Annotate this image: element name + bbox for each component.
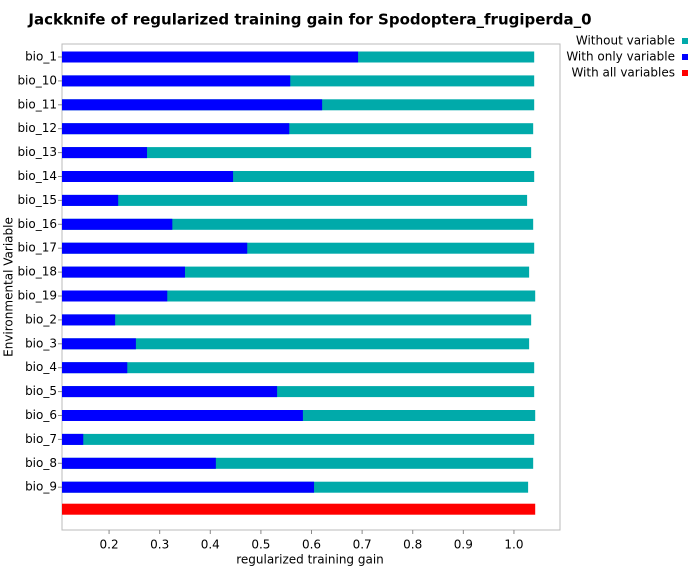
bar xyxy=(62,218,534,230)
bar xyxy=(62,386,278,398)
y-tick-label: bio_1 xyxy=(25,50,57,64)
legend-label: With only variable xyxy=(566,50,675,64)
legend-swatch xyxy=(682,38,688,44)
plot-frame xyxy=(61,43,561,531)
bar xyxy=(62,290,168,302)
y-tick-label: bio_6 xyxy=(25,408,57,422)
bar xyxy=(62,242,248,254)
x-tick-label: 1.0 xyxy=(504,538,523,552)
legend-swatch xyxy=(682,70,688,76)
bar xyxy=(62,171,234,182)
bar xyxy=(62,194,528,206)
bar xyxy=(62,503,536,515)
x-tick-label: 0.8 xyxy=(403,538,422,552)
y-tick-label: bio_16 xyxy=(17,217,57,231)
legend-swatch xyxy=(682,54,688,60)
bar xyxy=(62,362,128,374)
bar xyxy=(62,194,119,206)
bar xyxy=(62,147,148,159)
y-tick-label: bio_17 xyxy=(17,241,57,255)
y-tick-label: bio_5 xyxy=(25,384,57,398)
bar xyxy=(62,457,216,469)
y-axis-label: Environmental Variable xyxy=(2,217,16,357)
y-tick-label: bio_14 xyxy=(17,169,57,183)
x-tick-label: 0.7 xyxy=(353,538,372,552)
bar xyxy=(62,218,173,230)
y-tick-label: bio_18 xyxy=(17,265,57,279)
y-tick-label: bio_7 xyxy=(25,432,57,446)
x-tick-label: 0.2 xyxy=(100,538,119,552)
y-tick-label: bio_4 xyxy=(25,360,57,374)
y-tick-label: bio_11 xyxy=(17,97,57,111)
bar xyxy=(62,266,530,278)
x-tick-label: 0.5 xyxy=(251,538,270,552)
y-tick-label: bio_19 xyxy=(17,289,57,303)
bar xyxy=(62,75,535,87)
bar xyxy=(62,457,534,469)
bar xyxy=(62,171,535,182)
legend-label: With all variables xyxy=(571,66,675,80)
bar xyxy=(62,362,535,374)
bar xyxy=(62,314,116,326)
bar xyxy=(62,290,536,302)
bar xyxy=(62,51,359,63)
chart-title: Jackknife of regularized training gain f… xyxy=(27,11,591,29)
bar xyxy=(62,338,530,350)
x-tick-label: 0.3 xyxy=(150,538,169,552)
bar xyxy=(62,481,315,493)
bar xyxy=(62,386,535,398)
bar xyxy=(62,99,323,111)
x-tick-label: 0.6 xyxy=(302,538,321,552)
bar xyxy=(62,123,290,135)
bar xyxy=(62,410,303,421)
y-tick-label: bio_9 xyxy=(25,480,57,494)
y-tick-label: bio_2 xyxy=(25,312,57,326)
legend-label: Without variable xyxy=(576,34,675,48)
y-tick-label: bio_10 xyxy=(17,73,57,87)
x-tick-label: 0.4 xyxy=(201,538,220,552)
x-tick-label: 0.9 xyxy=(454,538,473,552)
bar xyxy=(62,314,532,326)
y-tick-label: bio_15 xyxy=(17,193,57,207)
bar xyxy=(62,433,535,445)
bar xyxy=(62,338,136,350)
bar xyxy=(62,433,84,445)
y-tick-label: bio_12 xyxy=(17,121,57,135)
bar xyxy=(62,75,291,87)
y-tick-label: bio_3 xyxy=(25,336,57,350)
y-tick-label: bio_8 xyxy=(25,456,57,470)
bar xyxy=(62,147,532,159)
bar xyxy=(62,123,534,135)
bar xyxy=(62,242,535,254)
y-tick-label: bio_13 xyxy=(17,145,57,159)
bar xyxy=(62,266,185,278)
x-axis-label: regularized training gain xyxy=(236,553,384,567)
